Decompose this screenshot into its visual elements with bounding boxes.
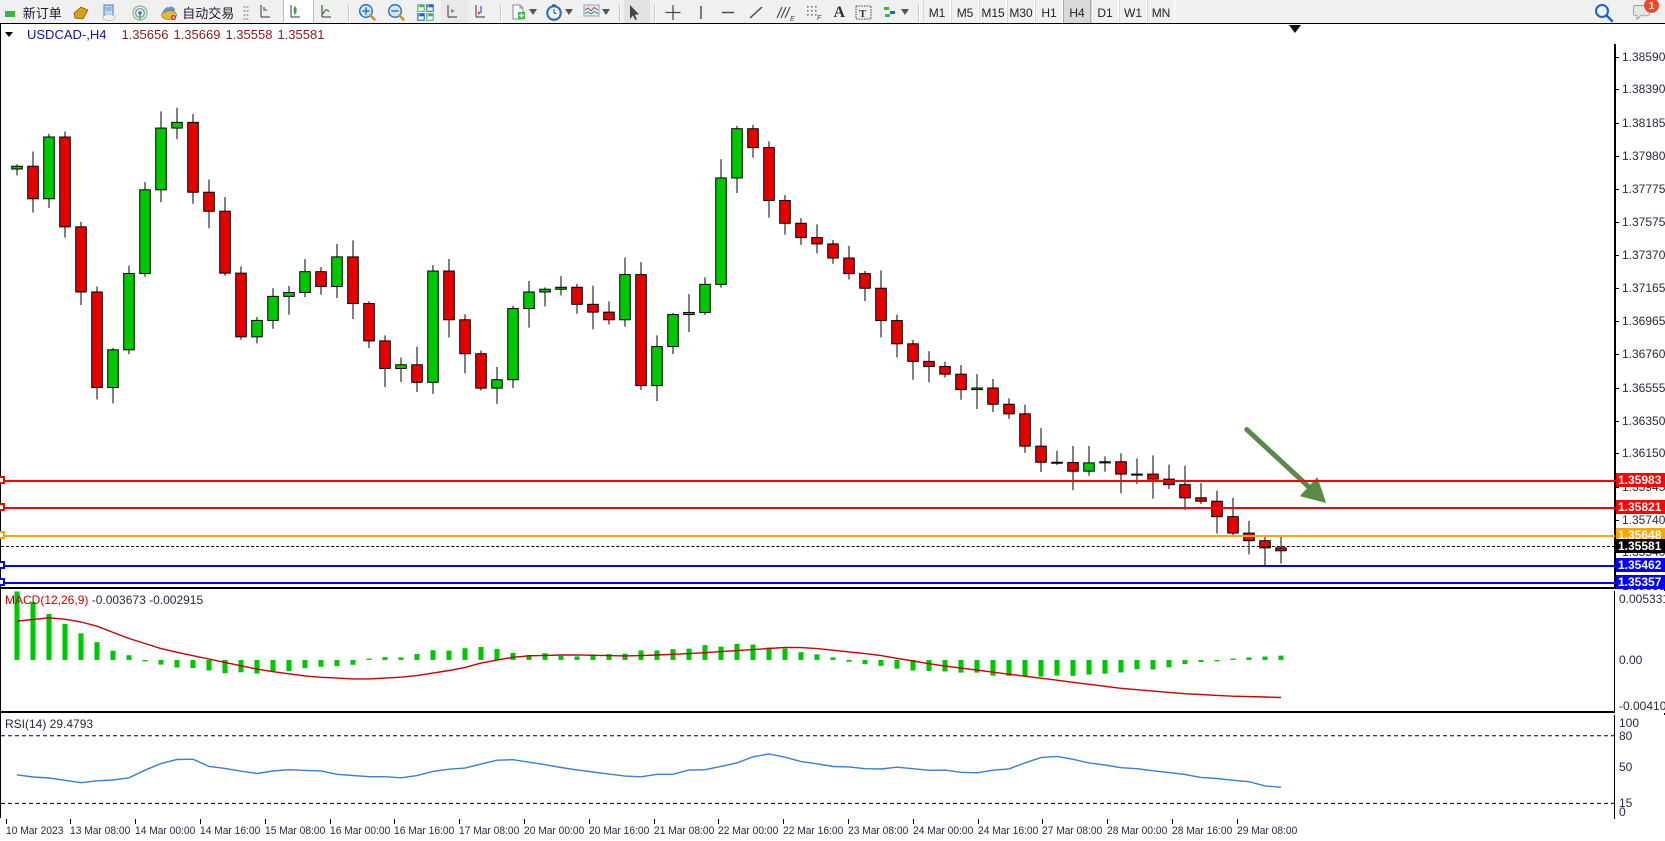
svg-text:F: F: [817, 15, 822, 21]
svg-text:1: 1: [1649, 1, 1655, 12]
svg-text:T: T: [859, 8, 867, 20]
svg-text:E: E: [790, 16, 795, 21]
